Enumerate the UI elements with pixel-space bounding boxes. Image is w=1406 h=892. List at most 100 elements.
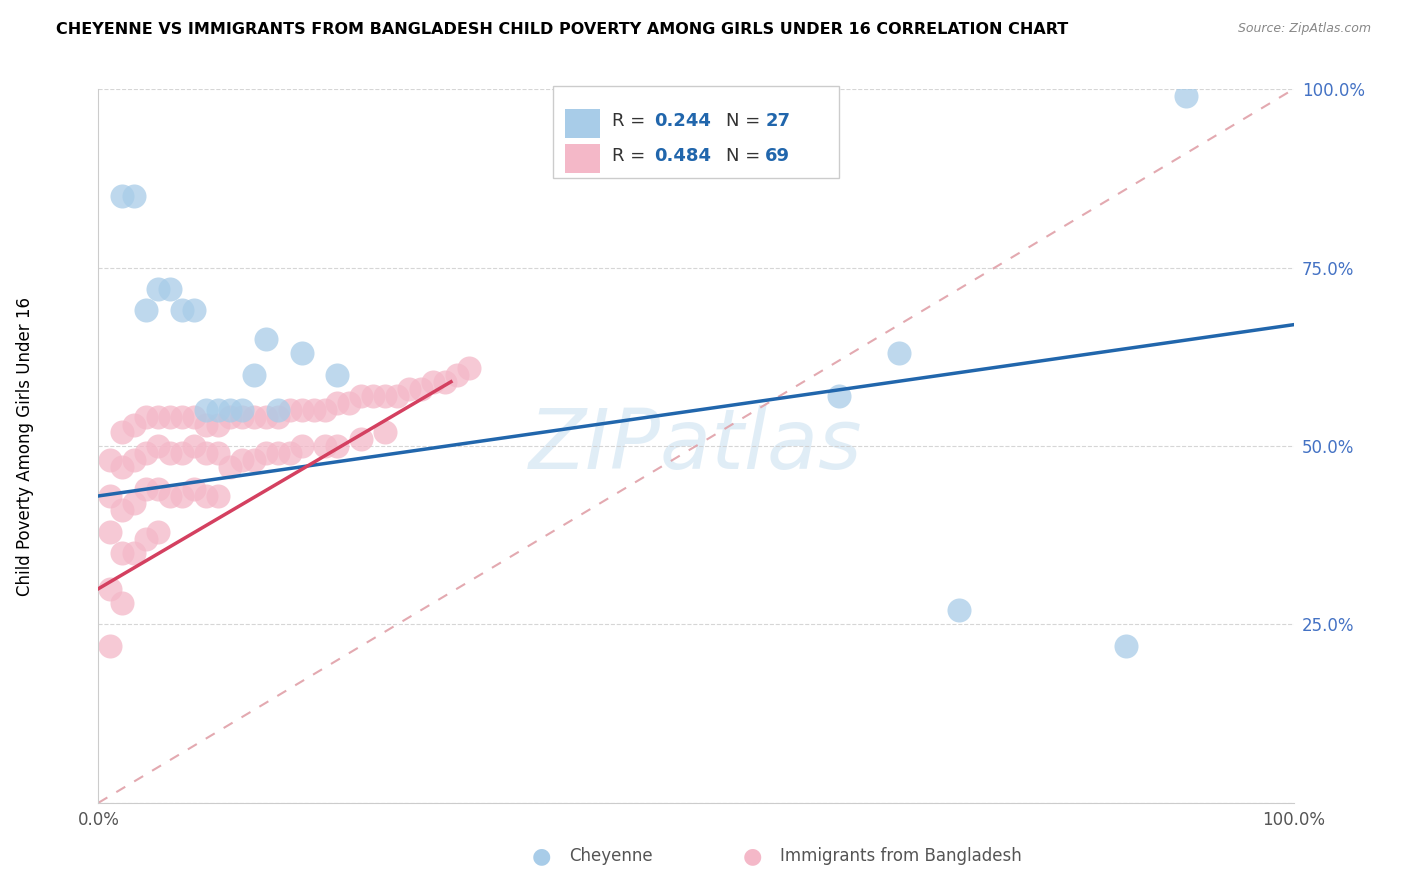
- Text: R =: R =: [612, 146, 651, 164]
- Point: [135, 410, 157, 425]
- Point: [374, 389, 396, 403]
- Point: [183, 410, 205, 425]
- Point: [135, 482, 157, 496]
- Point: [326, 368, 349, 382]
- Point: [254, 410, 277, 425]
- Point: [267, 446, 290, 460]
- Point: [422, 375, 444, 389]
- Point: [159, 446, 181, 460]
- Point: [231, 453, 253, 467]
- Point: [148, 410, 170, 425]
- Point: [948, 603, 970, 617]
- Point: [183, 482, 205, 496]
- Text: 0.244: 0.244: [654, 112, 711, 130]
- Point: [219, 403, 242, 417]
- Point: [350, 432, 373, 446]
- Point: [363, 389, 385, 403]
- Point: [148, 482, 170, 496]
- Point: [254, 446, 277, 460]
- Point: [111, 460, 134, 475]
- Point: [828, 389, 851, 403]
- Point: [350, 389, 373, 403]
- Point: [207, 417, 229, 432]
- Point: [278, 403, 301, 417]
- Point: [111, 425, 134, 439]
- Point: [183, 303, 205, 318]
- Point: [124, 189, 146, 203]
- Point: [111, 546, 134, 560]
- Point: [124, 546, 146, 560]
- Point: [315, 439, 337, 453]
- Point: [159, 410, 181, 425]
- Point: [172, 489, 194, 503]
- Point: [98, 453, 122, 467]
- Text: ●: ●: [742, 847, 762, 866]
- Text: Cheyenne: Cheyenne: [569, 847, 652, 865]
- Point: [124, 417, 146, 432]
- Point: [326, 396, 349, 410]
- Point: [267, 403, 290, 417]
- Point: [98, 524, 122, 539]
- Text: 0.484: 0.484: [654, 146, 711, 164]
- Point: [219, 460, 242, 475]
- Point: [337, 396, 360, 410]
- Point: [433, 375, 456, 389]
- Point: [385, 389, 409, 403]
- Point: [889, 346, 911, 360]
- Point: [243, 453, 266, 467]
- Bar: [565, 144, 600, 173]
- Text: N =: N =: [725, 112, 766, 130]
- Point: [172, 446, 194, 460]
- Point: [124, 496, 146, 510]
- Text: 27: 27: [765, 112, 790, 130]
- Point: [207, 446, 229, 460]
- Point: [290, 439, 312, 453]
- Point: [194, 446, 217, 460]
- Text: 69: 69: [765, 146, 790, 164]
- Point: [148, 524, 170, 539]
- Point: [302, 403, 325, 417]
- Point: [194, 403, 217, 417]
- Point: [1115, 639, 1137, 653]
- Point: [219, 410, 242, 425]
- Point: [98, 489, 122, 503]
- Point: [315, 403, 337, 417]
- Text: R =: R =: [612, 112, 651, 130]
- Point: [148, 439, 170, 453]
- Point: [326, 439, 349, 453]
- Point: [243, 410, 266, 425]
- Text: CHEYENNE VS IMMIGRANTS FROM BANGLADESH CHILD POVERTY AMONG GIRLS UNDER 16 CORREL: CHEYENNE VS IMMIGRANTS FROM BANGLADESH C…: [56, 22, 1069, 37]
- Point: [159, 489, 181, 503]
- Point: [135, 446, 157, 460]
- Point: [111, 596, 134, 610]
- Text: Source: ZipAtlas.com: Source: ZipAtlas.com: [1237, 22, 1371, 36]
- Point: [159, 282, 181, 296]
- Point: [231, 403, 253, 417]
- Point: [231, 410, 253, 425]
- Point: [254, 332, 277, 346]
- Point: [183, 439, 205, 453]
- Point: [194, 489, 217, 503]
- Point: [411, 382, 433, 396]
- Point: [374, 425, 396, 439]
- Text: Immigrants from Bangladesh: Immigrants from Bangladesh: [780, 847, 1022, 865]
- Point: [398, 382, 420, 396]
- Text: ●: ●: [531, 847, 551, 866]
- Point: [135, 532, 157, 546]
- Text: N =: N =: [725, 146, 766, 164]
- FancyBboxPatch shape: [553, 86, 839, 178]
- Point: [148, 282, 170, 296]
- Point: [194, 417, 217, 432]
- Point: [278, 446, 301, 460]
- Point: [1175, 89, 1198, 103]
- Point: [458, 360, 481, 375]
- Point: [207, 489, 229, 503]
- Point: [243, 368, 266, 382]
- Point: [172, 410, 194, 425]
- Point: [111, 503, 134, 517]
- Text: Child Poverty Among Girls Under 16: Child Poverty Among Girls Under 16: [17, 296, 34, 596]
- Point: [111, 189, 134, 203]
- Point: [446, 368, 468, 382]
- Bar: [565, 110, 600, 138]
- Point: [290, 403, 312, 417]
